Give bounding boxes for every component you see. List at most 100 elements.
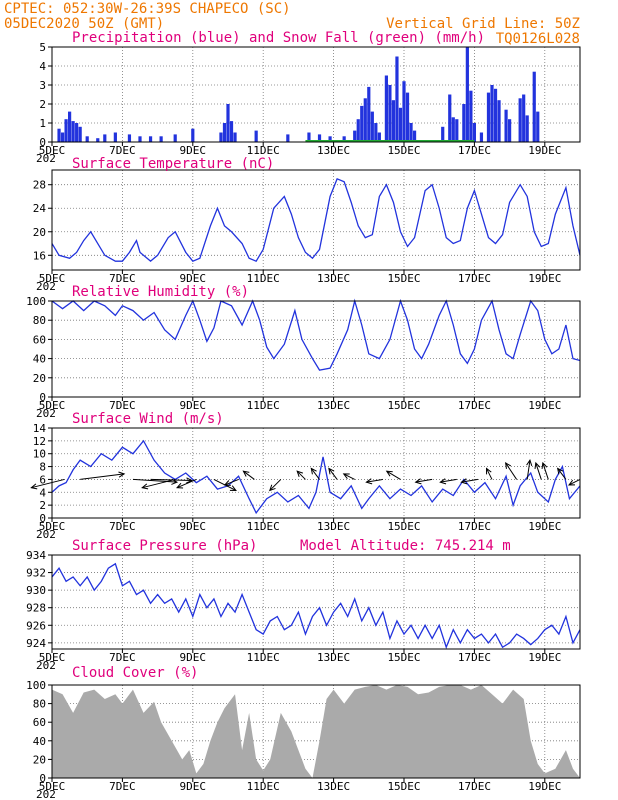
- x-tick-label: 15DEC: [387, 780, 420, 793]
- y-tick-label: 60: [33, 716, 46, 729]
- arrow-head: [342, 473, 350, 479]
- x-tick-label: 5DEC: [39, 399, 66, 412]
- x-tick-label: 11DEC: [247, 651, 280, 664]
- y-tick-label: 4: [39, 486, 46, 499]
- wind-arrow: [567, 478, 581, 486]
- wind-arrow: [80, 471, 126, 480]
- precip-bar: [254, 130, 258, 142]
- y-tick-label: 5: [39, 41, 46, 54]
- y-tick-label: 12: [33, 435, 46, 448]
- x-tick-label: 19DEC: [528, 520, 561, 533]
- precip-bar: [191, 128, 195, 142]
- arrow-head: [296, 470, 304, 478]
- arrow-head: [186, 477, 193, 484]
- precip-bar: [465, 47, 469, 142]
- precip-bar: [405, 92, 410, 142]
- y-tick-label: 2: [39, 499, 46, 512]
- precip-bar: [398, 107, 403, 142]
- panel-frame: [51, 169, 581, 271]
- x-tick-label: 11DEC: [247, 144, 280, 157]
- arrow-shaft: [542, 462, 549, 480]
- precip-bar: [395, 56, 399, 142]
- y-tick-label: 0: [39, 512, 46, 525]
- arrow-head: [229, 485, 237, 491]
- x-tick-label: 15DEC: [387, 520, 420, 533]
- arrow-head: [485, 467, 492, 475]
- y-tick-label: 80: [33, 698, 46, 711]
- x-tick-label: 13DEC: [317, 780, 350, 793]
- wind-arrow: [414, 478, 433, 485]
- wind-arrow: [296, 470, 306, 480]
- y-tick-label: 20: [33, 753, 46, 766]
- precip-bar: [96, 138, 100, 142]
- precip-bar: [317, 134, 322, 142]
- precip-bar: [367, 86, 371, 142]
- arrow-shaft: [440, 478, 457, 483]
- arrow-shaft: [224, 478, 239, 486]
- panel-frame: [51, 427, 581, 519]
- x-tick-label: 17DEC: [458, 651, 491, 664]
- arrow-head: [328, 467, 335, 475]
- x-tick-label: 7DEC: [109, 651, 136, 664]
- y-tick-label: 24: [33, 202, 47, 215]
- y-tick-label: 1: [39, 117, 46, 130]
- y-tick-label: 930: [26, 584, 46, 597]
- x-tick-label: 13DEC: [317, 272, 350, 285]
- precip-bar: [504, 109, 508, 142]
- series-line: [51, 298, 581, 371]
- y-tick-label: 14: [33, 422, 47, 435]
- header-station: CPTEC: 052:30W-26:39S CHAPECO (SC): [4, 1, 291, 17]
- arrow-shaft: [386, 470, 401, 480]
- y-tick-label: 924: [26, 637, 46, 650]
- arrow-shaft: [328, 468, 338, 480]
- y-tick-label: 2: [39, 98, 46, 111]
- wind-arrow: [176, 478, 197, 489]
- y-tick-label: 4: [39, 60, 46, 73]
- precip-bar: [536, 111, 540, 142]
- arrow-shaft: [343, 473, 355, 480]
- x-tick-label: 13DEC: [317, 651, 350, 664]
- wind-arrow: [556, 467, 567, 480]
- wind-arrow: [526, 459, 533, 480]
- y-tick-label: 80: [33, 314, 46, 327]
- y-tick-label: 16: [33, 249, 46, 262]
- arrow-head: [526, 459, 533, 467]
- wind-arrow: [460, 478, 479, 485]
- y-tick-label: 0: [39, 136, 46, 149]
- year-label: 202: [36, 659, 56, 672]
- x-tick-label: 13DEC: [317, 144, 350, 157]
- panel-frame: [51, 554, 581, 650]
- panel-5: 924 926 928 930 932 934 5DEC 7DEC 9DEC 11DEC 13DEC…: [26, 538, 581, 672]
- x-tick-label: 9DEC: [180, 399, 207, 412]
- x-tick-label: 17DEC: [458, 520, 491, 533]
- arrow-head: [268, 484, 276, 492]
- year-label: 202: [36, 407, 56, 420]
- header-date: 05DEC2020 50Z (GMT): [4, 16, 164, 32]
- x-tick-label: 7DEC: [109, 780, 136, 793]
- precip-bar: [384, 75, 388, 142]
- x-tick-label: 19DEC: [528, 144, 561, 157]
- x-tick-label: 19DEC: [528, 399, 561, 412]
- arrow-head: [118, 471, 126, 478]
- panel-frame: [51, 300, 581, 398]
- precip-bar: [360, 105, 364, 142]
- precip-bar: [469, 90, 473, 142]
- x-tick-label: 13DEC: [317, 520, 350, 533]
- precip-bar: [388, 85, 392, 142]
- panel-title: Surface Temperature (nC): [72, 156, 274, 172]
- precip-bar: [522, 94, 526, 142]
- x-tick-label: 15DEC: [387, 399, 420, 412]
- precip-bar: [441, 126, 445, 142]
- arrow-head: [223, 480, 231, 486]
- wind-arrow: [534, 461, 542, 480]
- x-tick-label: 11DEC: [247, 399, 280, 412]
- x-tick-label: 19DEC: [528, 272, 561, 285]
- x-tick-label: 9DEC: [180, 520, 207, 533]
- year-label: 202: [36, 280, 56, 293]
- precip-bar: [75, 123, 79, 142]
- precip-bar: [409, 123, 413, 142]
- precip-bar: [451, 117, 455, 142]
- precip-bar: [374, 123, 378, 142]
- wind-arrow: [242, 470, 255, 480]
